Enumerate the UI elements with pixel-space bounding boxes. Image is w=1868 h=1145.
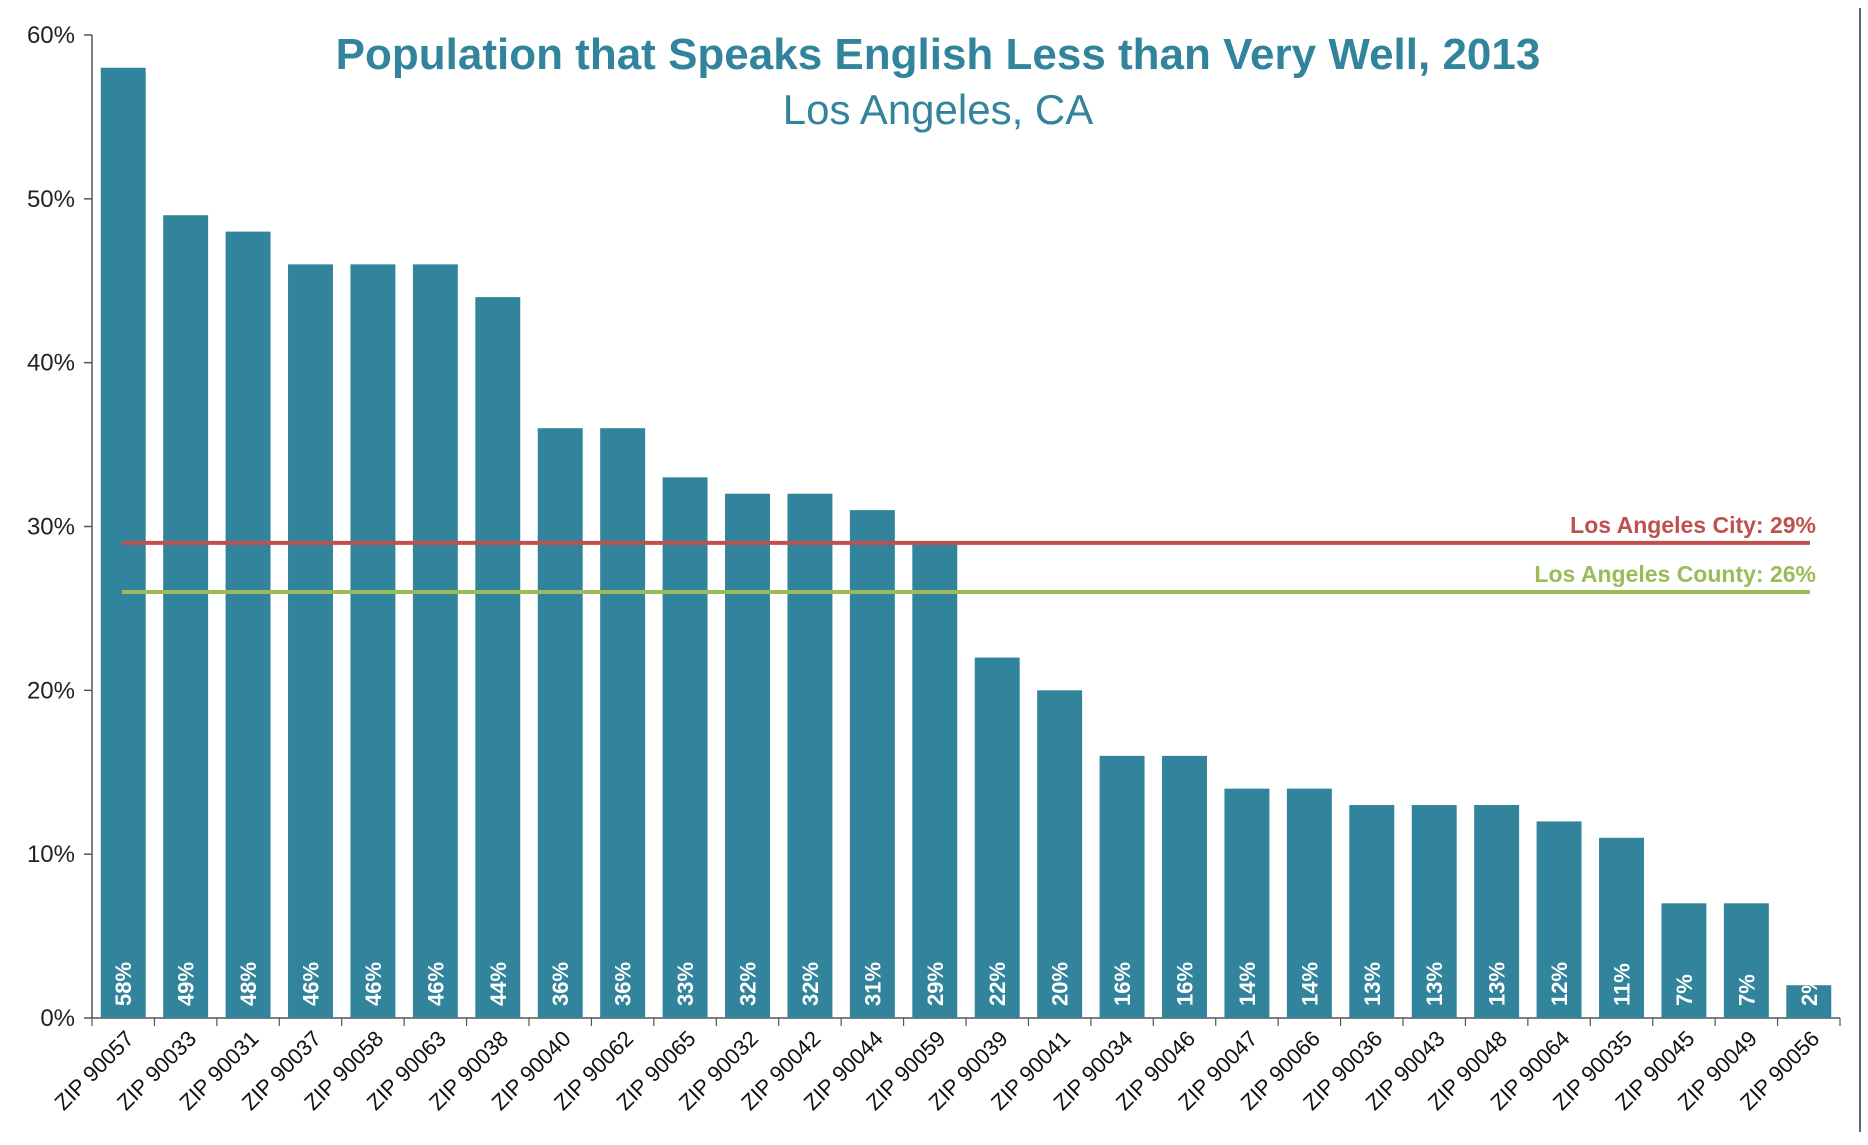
bar [1599, 837, 1644, 1018]
bar-value-label: 44% [486, 962, 511, 1006]
reference-line-label: Los Angeles County: 26% [1534, 561, 1816, 587]
bar [787, 493, 833, 1018]
bar-value-label: 7% [1672, 974, 1697, 1006]
bar-value-label: 58% [111, 962, 136, 1006]
bar [1786, 985, 1832, 1018]
bar-value-label: 13% [1360, 962, 1385, 1006]
bar-value-label: 12% [1547, 962, 1572, 1006]
bar [600, 428, 646, 1018]
y-tick-label: 0% [40, 1005, 75, 1032]
chart-subtitle: Los Angeles, CA [783, 86, 1094, 133]
y-tick-label: 60% [27, 22, 75, 49]
bar [1037, 690, 1083, 1018]
bar-value-label: 13% [1422, 962, 1447, 1006]
bar [412, 264, 458, 1018]
bar [1411, 805, 1457, 1018]
bar-value-label: 46% [423, 962, 448, 1006]
bar-value-label: 22% [985, 962, 1010, 1006]
y-tick-label: 40% [27, 350, 75, 377]
bar [912, 542, 958, 1018]
bar-value-label: 46% [299, 962, 324, 1006]
bar-value-label: 7% [1734, 974, 1759, 1006]
bar-value-label: 13% [1485, 962, 1510, 1006]
bar [537, 428, 583, 1018]
bar [225, 231, 271, 1019]
bar-value-label: 36% [611, 962, 636, 1006]
bar [1474, 805, 1520, 1018]
y-tick-label: 20% [27, 677, 75, 704]
bar [1661, 903, 1707, 1018]
bar [1099, 755, 1145, 1018]
chart-title: Population that Speaks English Less than… [336, 30, 1541, 79]
bar [1224, 788, 1270, 1018]
bar [1723, 903, 1769, 1018]
reference-lines: Los Angeles City: 29% Los Angeles County:… [122, 512, 1816, 595]
bar [662, 477, 708, 1019]
bar [1162, 755, 1207, 1018]
bar-value-label: 16% [1173, 962, 1198, 1006]
bar [1286, 788, 1332, 1018]
bar-value-label: 49% [174, 962, 199, 1006]
bar [1536, 821, 1582, 1018]
bar [725, 493, 770, 1018]
y-tick-label: 10% [27, 841, 75, 868]
y-tick-label: 50% [27, 186, 75, 213]
reference-line-label: Los Angeles City: 29% [1570, 512, 1816, 538]
bar-value-label: 48% [236, 962, 261, 1006]
bar-value-label: 32% [798, 962, 823, 1006]
bar-value-label: 36% [548, 962, 573, 1006]
bar-value-label: 14% [1235, 962, 1260, 1006]
bar [1349, 805, 1395, 1018]
bar-value-label: 46% [361, 962, 386, 1006]
bar-value-label: 33% [673, 962, 698, 1006]
bar [849, 510, 895, 1018]
bar [163, 215, 209, 1018]
bar-value-label: 31% [860, 962, 885, 1006]
bar [475, 297, 521, 1019]
bar-value-label: 32% [736, 962, 761, 1006]
bar-value-label: 2% [1797, 974, 1822, 1006]
bar [974, 657, 1020, 1018]
bar [350, 264, 396, 1018]
bar-value-label: 11% [1610, 963, 1635, 1006]
bar-value-label: 20% [1048, 962, 1073, 1006]
bar-value-label: 14% [1297, 962, 1322, 1006]
bar [288, 264, 333, 1018]
bar-value-label: 29% [923, 962, 948, 1006]
y-tick-label: 30% [27, 514, 75, 541]
bar-value-label: 16% [1110, 962, 1135, 1006]
